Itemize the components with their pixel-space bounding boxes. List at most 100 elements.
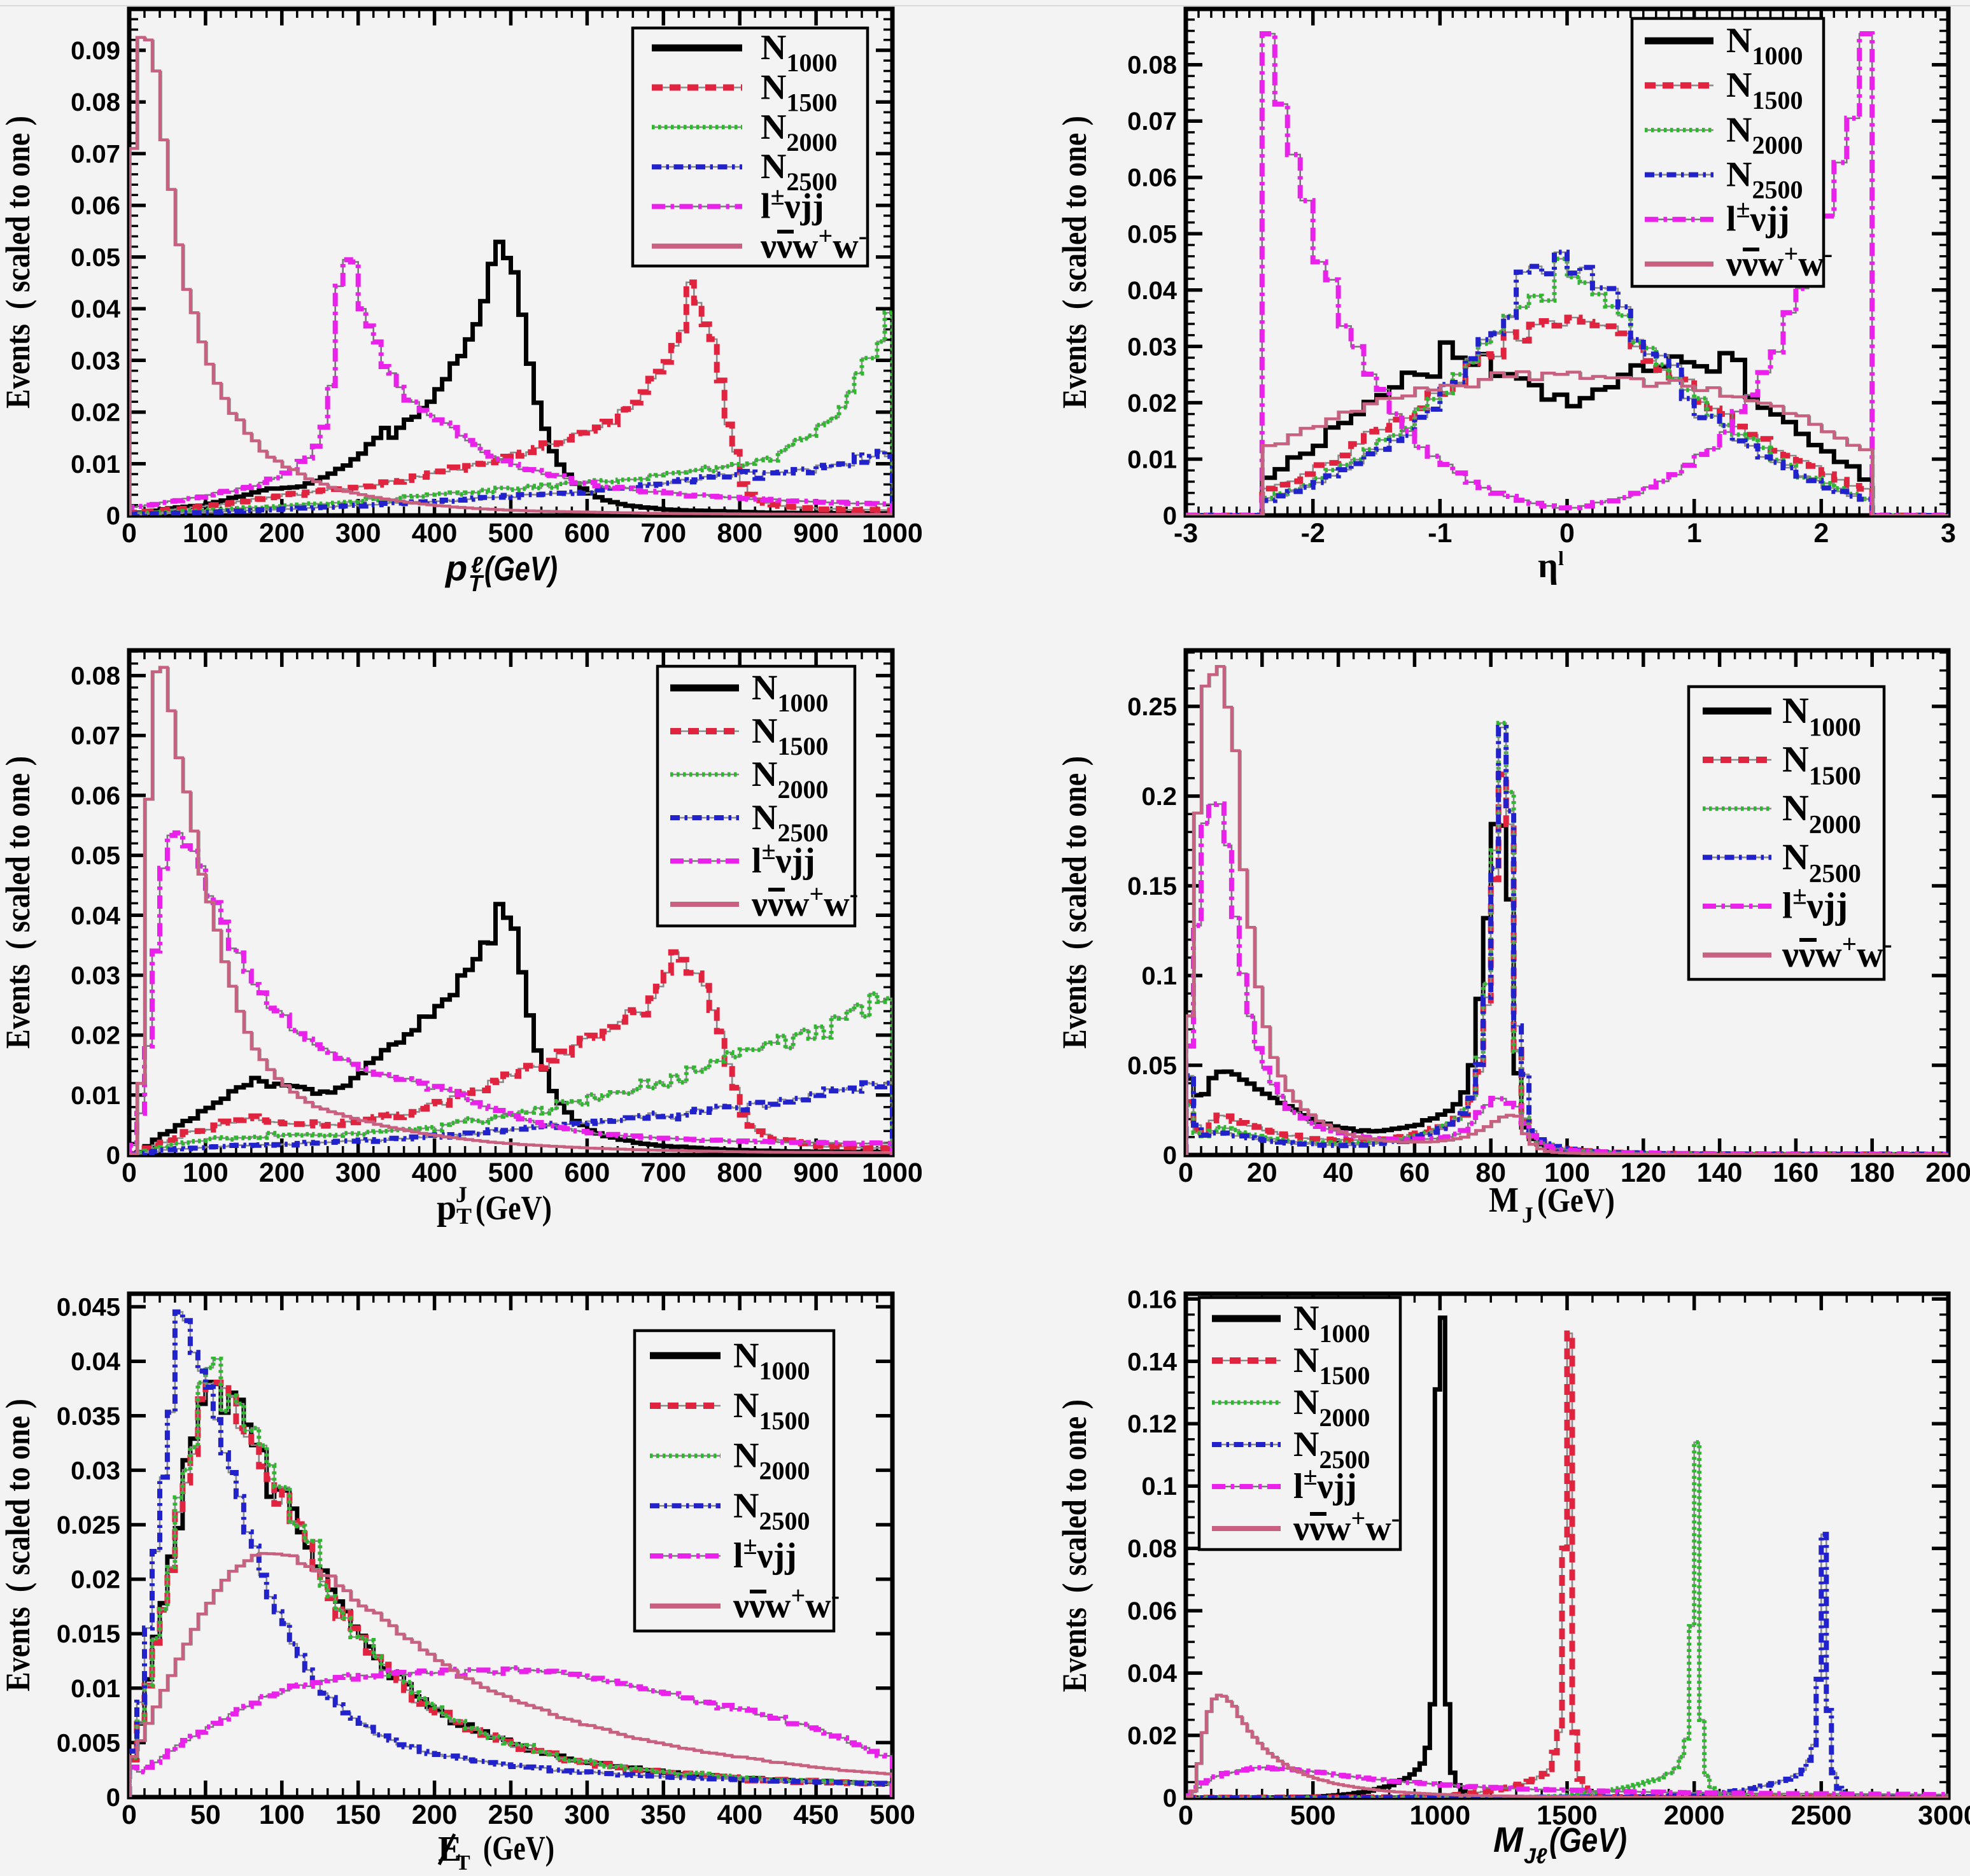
svg-text:200: 200 [1925, 1158, 1970, 1188]
svg-text:350: 350 [640, 1800, 686, 1830]
svg-text:0.04: 0.04 [1127, 277, 1178, 305]
svg-text:0.02: 0.02 [1127, 1722, 1177, 1750]
svg-text:Events ( scaled to one ): Events ( scaled to one ) [0, 756, 37, 1049]
svg-text:0.12: 0.12 [1127, 1410, 1177, 1438]
svg-text:0.05: 0.05 [1127, 220, 1177, 248]
svg-text:0.08: 0.08 [1127, 1535, 1177, 1563]
svg-text:100: 100 [183, 1158, 229, 1188]
svg-text:0.09: 0.09 [71, 37, 120, 65]
svg-text:0.03: 0.03 [71, 1457, 120, 1485]
svg-text:0.03: 0.03 [1127, 333, 1177, 361]
svg-text:0.08: 0.08 [1127, 52, 1177, 80]
svg-text:2500: 2500 [1791, 1800, 1852, 1831]
svg-text:l±νjj: l±νjj [1293, 1462, 1357, 1506]
svg-text:400: 400 [412, 1158, 458, 1188]
svg-text:800: 800 [717, 518, 763, 549]
svg-text:ννw+w-: ννw+w- [751, 879, 858, 924]
svg-text:2000: 2000 [1664, 1800, 1725, 1831]
svg-text:Events ( scaled to one ): Events ( scaled to one ) [1055, 756, 1094, 1049]
svg-text:0.2: 0.2 [1141, 783, 1177, 811]
svg-text:ννw+w-: ννw+w- [760, 221, 867, 266]
svg-text:0.02: 0.02 [1127, 389, 1177, 417]
svg-text:0.04: 0.04 [71, 295, 121, 323]
svg-text:0.14: 0.14 [1127, 1348, 1178, 1376]
svg-text:J: J [1522, 1202, 1533, 1228]
svg-text:(GeV): (GeV) [1549, 1821, 1627, 1859]
svg-text:0.25: 0.25 [1127, 693, 1177, 721]
svg-text:Events ( scaled to one ): Events ( scaled to one ) [1055, 1399, 1094, 1692]
svg-text:0.1: 0.1 [1141, 962, 1177, 990]
svg-text:0.04: 0.04 [71, 902, 121, 930]
svg-text:600: 600 [565, 518, 610, 549]
svg-text:0.015: 0.015 [57, 1620, 120, 1648]
svg-text:0.01: 0.01 [71, 1675, 120, 1703]
svg-text:900: 900 [793, 518, 839, 549]
svg-text:0.02: 0.02 [71, 399, 120, 427]
svg-text:0.04: 0.04 [71, 1348, 121, 1376]
svg-text:140: 140 [1697, 1158, 1743, 1188]
svg-text:l±νjj: l±νjj [761, 181, 824, 226]
svg-text:Jℓ: Jℓ [1524, 1844, 1547, 1868]
svg-text:0.02: 0.02 [71, 1022, 120, 1050]
svg-text:300: 300 [335, 518, 381, 549]
svg-text:300: 300 [565, 1800, 610, 1830]
svg-text:T: T [456, 1851, 470, 1873]
svg-text:ℓ: ℓ [471, 552, 483, 578]
svg-text:900: 900 [793, 1158, 839, 1188]
svg-text:80: 80 [1475, 1158, 1506, 1188]
svg-text:700: 700 [640, 1158, 686, 1188]
svg-text:T: T [456, 1203, 472, 1229]
svg-text:500: 500 [869, 1800, 915, 1830]
svg-text:0.035: 0.035 [57, 1403, 120, 1431]
svg-text:0: 0 [122, 1158, 137, 1188]
svg-text:0.07: 0.07 [71, 722, 120, 750]
svg-text:Events ( scaled to one ): Events ( scaled to one ) [0, 1399, 37, 1691]
svg-text:ννw+w-: ννw+w- [1726, 239, 1833, 284]
svg-text:600: 600 [565, 1158, 610, 1188]
svg-text:1000: 1000 [862, 1158, 923, 1188]
svg-text:0.1: 0.1 [1141, 1473, 1177, 1501]
svg-text:400: 400 [717, 1800, 763, 1830]
svg-text:0.045: 0.045 [57, 1294, 120, 1322]
svg-text:0: 0 [106, 502, 120, 530]
svg-text:Events ( scaled to one ): Events ( scaled to one ) [0, 116, 37, 409]
svg-text:0: 0 [122, 518, 137, 549]
svg-text:p: p [437, 1188, 456, 1228]
svg-text:0: 0 [1163, 502, 1177, 530]
svg-text:0.04: 0.04 [1127, 1660, 1178, 1688]
svg-text:200: 200 [259, 1158, 305, 1188]
svg-text:200: 200 [412, 1800, 458, 1830]
svg-text:0: 0 [106, 1784, 120, 1812]
svg-text:3: 3 [1941, 518, 1956, 549]
svg-text:0: 0 [1559, 518, 1575, 549]
svg-text:1000: 1000 [862, 518, 923, 549]
svg-text:0: 0 [106, 1142, 120, 1170]
svg-text:l: l [1558, 547, 1564, 570]
svg-text:(GeV): (GeV) [483, 1829, 554, 1867]
svg-text:0: 0 [122, 1800, 137, 1830]
svg-text:500: 500 [488, 518, 534, 549]
svg-text:1000: 1000 [1409, 1800, 1470, 1831]
svg-text:0: 0 [1178, 1800, 1193, 1831]
svg-text:0.06: 0.06 [1127, 164, 1177, 192]
svg-text:1: 1 [1687, 518, 1702, 549]
svg-text:250: 250 [488, 1800, 534, 1830]
svg-text:40: 40 [1323, 1158, 1354, 1188]
svg-text:0.06: 0.06 [71, 782, 120, 810]
svg-text:ννw+w-: ννw+w- [1782, 929, 1892, 975]
svg-text:0.06: 0.06 [71, 192, 120, 220]
svg-text:0.08: 0.08 [71, 88, 120, 116]
svg-text:-2: -2 [1301, 518, 1325, 549]
svg-text:0: 0 [1178, 1158, 1193, 1188]
svg-text:400: 400 [412, 518, 458, 549]
svg-text:0: 0 [1163, 1784, 1177, 1812]
svg-text:700: 700 [640, 518, 686, 549]
svg-text:M: M [1493, 1819, 1524, 1859]
svg-text:60: 60 [1399, 1158, 1430, 1188]
svg-text:p: p [444, 548, 467, 588]
svg-text:160: 160 [1773, 1158, 1819, 1188]
svg-text:(GeV): (GeV) [484, 550, 558, 588]
svg-text:l±νjj: l±νjj [752, 836, 815, 881]
svg-text:0.05: 0.05 [71, 842, 120, 870]
